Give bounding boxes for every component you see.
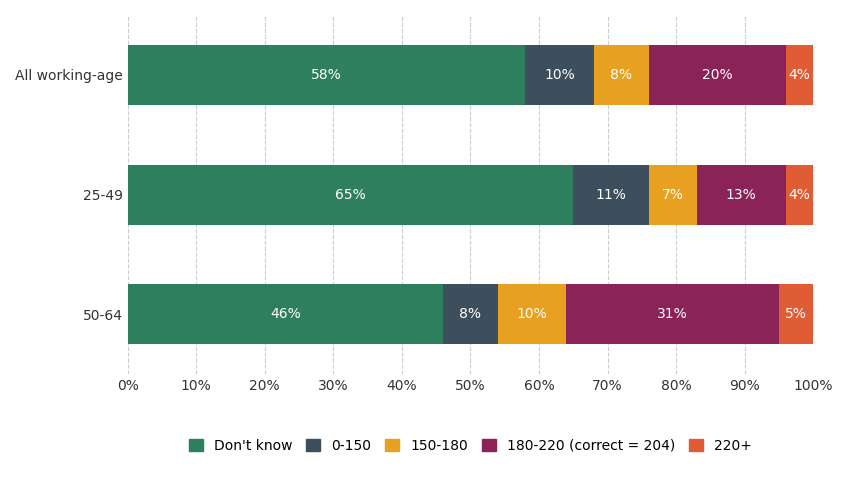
Text: 5%: 5% bbox=[785, 308, 807, 321]
Text: 20%: 20% bbox=[702, 68, 733, 82]
Bar bbox=[127, 45, 525, 105]
Bar bbox=[443, 284, 498, 344]
Bar bbox=[127, 284, 443, 344]
Legend: Don't know, 0-150, 150-180, 180-220 (correct = 204), 220+: Don't know, 0-150, 150-180, 180-220 (cor… bbox=[189, 438, 752, 452]
Bar bbox=[786, 45, 813, 105]
Bar bbox=[649, 45, 786, 105]
Text: 11%: 11% bbox=[595, 187, 627, 201]
Text: 10%: 10% bbox=[516, 308, 548, 321]
Bar bbox=[594, 45, 649, 105]
Text: 8%: 8% bbox=[611, 68, 633, 82]
Text: 7%: 7% bbox=[661, 187, 683, 201]
Text: 65%: 65% bbox=[335, 187, 365, 201]
Text: 10%: 10% bbox=[544, 68, 575, 82]
Bar bbox=[779, 284, 813, 344]
Text: 13%: 13% bbox=[726, 187, 756, 201]
Text: 8%: 8% bbox=[460, 308, 482, 321]
Bar bbox=[498, 284, 566, 344]
Text: 31%: 31% bbox=[657, 308, 688, 321]
Text: 58%: 58% bbox=[311, 68, 342, 82]
Bar bbox=[573, 165, 649, 225]
Bar bbox=[786, 165, 813, 225]
Bar bbox=[566, 284, 779, 344]
Text: 4%: 4% bbox=[789, 68, 811, 82]
Text: 46%: 46% bbox=[270, 308, 301, 321]
Bar bbox=[127, 165, 573, 225]
Bar bbox=[697, 165, 786, 225]
Bar bbox=[525, 45, 594, 105]
Text: 4%: 4% bbox=[789, 187, 811, 201]
Bar bbox=[649, 165, 697, 225]
